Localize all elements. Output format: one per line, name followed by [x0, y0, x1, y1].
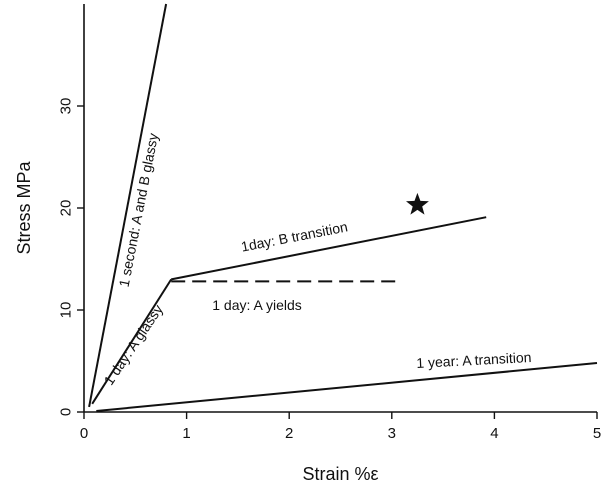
- series-line: [88, 3, 168, 408]
- x-tick-label: 5: [593, 425, 601, 442]
- y-tick-label: 30: [58, 98, 75, 115]
- series-line: [96, 362, 598, 412]
- y-tick-label: 10: [58, 302, 75, 319]
- x-tick-label: 2: [285, 425, 293, 442]
- markers: [406, 192, 429, 215]
- annotations: 1 second: A and B glassy 1day: B transiti…: [100, 132, 531, 388]
- x-tick-label: 0: [80, 425, 88, 442]
- annotation-label: 1 second: A and B glassy: [116, 132, 162, 289]
- y-axis-title: Stress MPa: [14, 161, 34, 255]
- annotation-label: 1 year: A transition: [416, 349, 532, 371]
- x-ticks: 0 1 2 3 4 5: [80, 412, 601, 442]
- series-line: [91, 278, 173, 405]
- x-tick-label: 3: [388, 425, 396, 442]
- x-tick-label: 1: [182, 425, 190, 442]
- x-tick-label: 4: [490, 425, 498, 442]
- series-line: [171, 216, 487, 281]
- star-icon: [406, 192, 429, 215]
- y-ticks: 0 10 20 30: [58, 98, 84, 416]
- y-tick-label: 0: [58, 408, 75, 416]
- annotation-label: 1 day: A glassy: [100, 301, 165, 387]
- annotation-label: 1 day: A yields: [212, 297, 302, 313]
- annotation-label: 1day: B transition: [240, 218, 349, 254]
- y-tick-label: 20: [58, 200, 75, 217]
- x-axis-title: Strain %ε: [302, 464, 378, 484]
- series-lines: [88, 3, 598, 412]
